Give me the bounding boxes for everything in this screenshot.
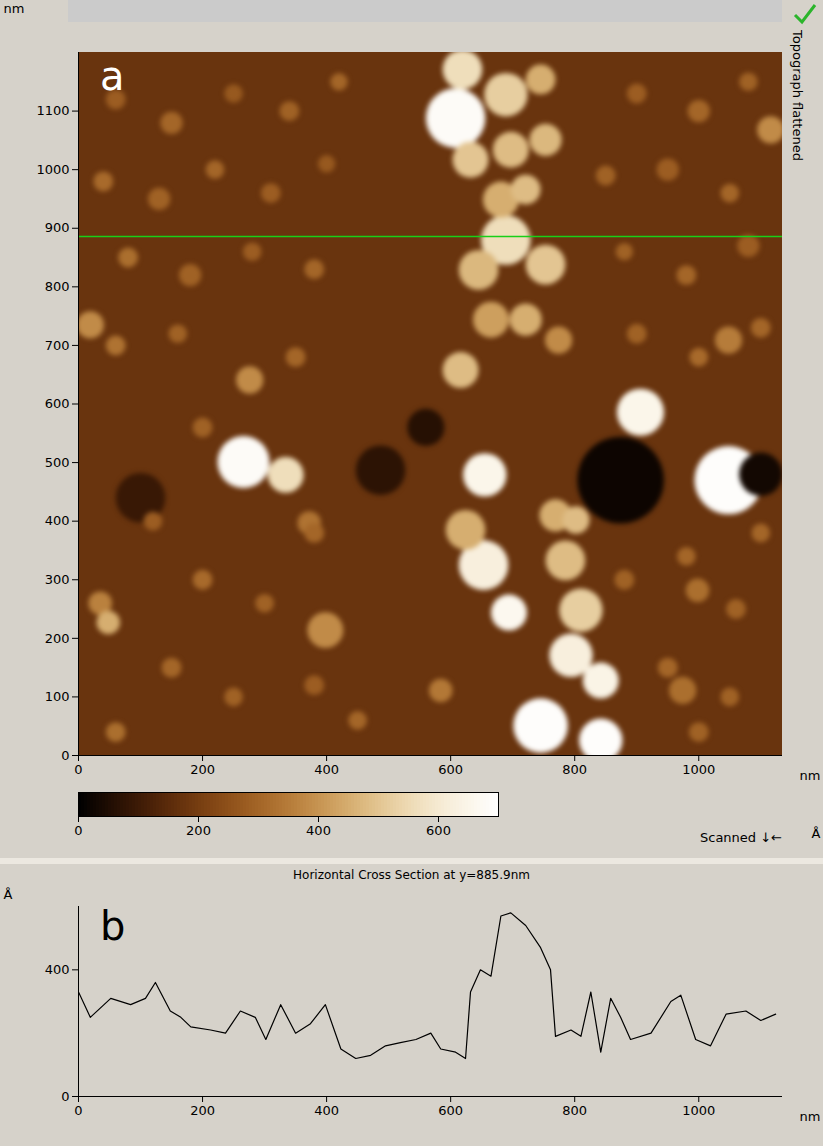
svg-text:400: 400 bbox=[314, 762, 339, 777]
svg-text:200: 200 bbox=[186, 823, 211, 838]
svg-text:200: 200 bbox=[190, 762, 215, 777]
svg-text:0: 0 bbox=[61, 748, 69, 763]
svg-text:0: 0 bbox=[74, 1103, 82, 1118]
svg-text:0: 0 bbox=[61, 1089, 69, 1104]
svg-text:400: 400 bbox=[314, 1103, 339, 1118]
svg-text:0: 0 bbox=[74, 762, 82, 777]
svg-text:1100: 1100 bbox=[36, 103, 69, 118]
svg-text:700: 700 bbox=[45, 338, 70, 353]
svg-text:1000: 1000 bbox=[36, 162, 69, 177]
svg-text:200: 200 bbox=[190, 1103, 215, 1118]
svg-text:500: 500 bbox=[45, 455, 70, 470]
svg-text:400: 400 bbox=[45, 513, 70, 528]
svg-text:100: 100 bbox=[45, 689, 70, 704]
svg-text:600: 600 bbox=[438, 1103, 463, 1118]
svg-text:600: 600 bbox=[438, 762, 463, 777]
svg-text:nm: nm bbox=[800, 768, 821, 783]
svg-text:nm: nm bbox=[4, 1, 25, 16]
svg-text:900: 900 bbox=[45, 220, 70, 235]
svg-text:Å: Å bbox=[4, 887, 13, 902]
svg-text:600: 600 bbox=[426, 823, 451, 838]
svg-text:400: 400 bbox=[45, 962, 70, 977]
svg-text:nm: nm bbox=[800, 1109, 821, 1124]
svg-text:600: 600 bbox=[45, 396, 70, 411]
svg-text:300: 300 bbox=[45, 572, 70, 587]
svg-text:800: 800 bbox=[45, 279, 70, 294]
svg-text:1000: 1000 bbox=[682, 1103, 715, 1118]
svg-text:800: 800 bbox=[562, 1103, 587, 1118]
html-text:a: a bbox=[100, 53, 125, 99]
svg-text:200: 200 bbox=[45, 630, 70, 645]
html-text:Horizontal Cross Section at y=: Horizontal Cross Section at y=885.9nm bbox=[293, 868, 530, 882]
html-text:Topograph flattened: Topograph flattened bbox=[790, 30, 805, 161]
svg-text:400: 400 bbox=[306, 823, 331, 838]
html-text:b: b bbox=[100, 903, 126, 949]
svg-text:Å: Å bbox=[812, 826, 821, 841]
svg-text:1000: 1000 bbox=[682, 762, 715, 777]
svg-text:800: 800 bbox=[562, 762, 587, 777]
svg-text:0: 0 bbox=[74, 823, 82, 838]
html-text:Scanned ↓←: Scanned ↓← bbox=[700, 830, 782, 845]
